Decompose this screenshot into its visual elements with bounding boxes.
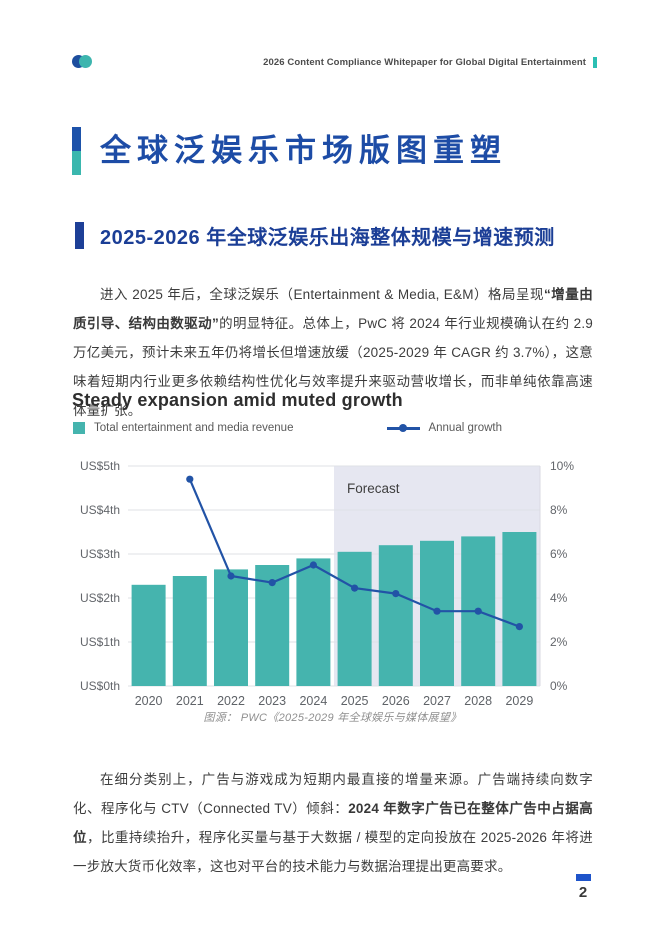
x-axis-label-2027: 2027 [423, 694, 451, 708]
x-axis-label-2025: 2025 [341, 694, 369, 708]
section-title: 2025-2026 年全球泛娱乐出海整体规模与增速预测 [100, 227, 555, 249]
paragraph-1: 进入 2025 年后，全球泛娱乐（Entertainment & Media, … [73, 280, 593, 425]
x-axis-label-2023: 2023 [258, 694, 286, 708]
x-axis-label-2021: 2021 [176, 694, 204, 708]
page-footer: 2 [572, 874, 594, 901]
left-axis-tick: US$4th [80, 503, 120, 517]
bar-2026 [378, 545, 413, 686]
chart-source-caption: 图源： PWC《2025-2029 年全球娱乐与媒体展望》 [203, 712, 462, 724]
p1-text-post: 的明显特征。总体上，PwC 将 2024 年行业规模确认在约 2.9 万亿美元，… [73, 315, 593, 418]
x-axis-label-2026: 2026 [382, 694, 410, 708]
p2-text-post: ，比重持续抬升，程序化买量与基于大数据 / 模型的定向投放在 2025-2026… [73, 829, 593, 874]
title-block: 全球泛娱乐市场版图重塑 [72, 127, 507, 175]
growth-point-2021 [186, 475, 194, 483]
right-axis-tick: 8% [550, 503, 568, 517]
revenue-growth-chart: US$0th 0% US$1th 2% US$2th 4% US$3th 6% US$4th 8%… [70, 450, 585, 716]
header-title: 2026 Content Compliance Whitepaper for G… [263, 56, 586, 68]
growth-point-2029 [515, 623, 523, 631]
growth-point-2028 [474, 607, 482, 615]
line-series-label: Annual growth [428, 422, 502, 434]
growth-point-2023 [268, 579, 276, 587]
growth-point-2026 [392, 590, 400, 598]
growth-point-2022 [227, 572, 235, 580]
right-axis-tick: 10% [550, 459, 574, 473]
page-header: 2026 Content Compliance Whitepaper for G… [72, 52, 597, 72]
bar-2024 [296, 558, 331, 686]
chart-svg: US$0th 0% US$1th 2% US$2th 4% US$3th 6% US$4th 8%… [80, 459, 574, 708]
header-accent-bar [593, 56, 597, 68]
logo-circle-teal [79, 55, 92, 68]
right-axis-tick: 4% [550, 591, 568, 605]
p1-text-bold: “增量由质引导、结构由数驱动” [73, 286, 593, 331]
chart-legend: Total entertainment and media revenue An… [73, 422, 502, 434]
left-axis-tick: US$1th [80, 635, 120, 649]
bar-series-label: Total entertainment and media revenue [94, 422, 294, 434]
growth-point-2027 [433, 607, 441, 615]
right-axis-tick: 2% [550, 635, 568, 649]
growth-point-2025 [351, 584, 359, 592]
chart-title: Steady expansion amid muted growth [72, 390, 403, 410]
page-number: 2 [578, 883, 588, 901]
page-title: 全球泛娱乐市场版图重塑 [100, 132, 507, 168]
paragraph-2: 在细分类别上，广告与游戏成为短期内最直接的增量来源。广告端持续向数字化、程序化与… [73, 765, 593, 881]
title-accent-teal [72, 151, 81, 175]
left-axis-tick: US$5th [80, 459, 120, 473]
p2-text-pre: 在细分类别上，广告与游戏成为短期内最直接的增量来源。广告端持续向数字化、程序化与… [73, 771, 593, 816]
bar-2029 [502, 532, 537, 686]
p1-text-pre: 进入 2025 年后，全球泛娱乐（Entertainment & Media, … [100, 286, 545, 302]
line-series-dot [399, 424, 408, 432]
header-right: 2026 Content Compliance Whitepaper for G… [263, 56, 597, 68]
x-axis-label-2029: 2029 [505, 694, 533, 708]
growth-point-2024 [309, 561, 317, 569]
x-axis-label-2020: 2020 [135, 694, 163, 708]
line-series-swatch-icon [387, 423, 421, 433]
left-axis-tick: US$3th [80, 547, 120, 561]
bar-2021 [172, 576, 207, 686]
bar-2025 [337, 551, 372, 686]
left-axis-tick: US$0th [80, 679, 120, 693]
footer-accent-bar [575, 874, 591, 881]
forecast-label: Forecast [347, 481, 400, 496]
bar-series-swatch-icon [73, 422, 85, 434]
title-accent-bar [72, 127, 81, 175]
left-axis-tick: US$2th [80, 591, 120, 605]
right-axis-tick: 6% [550, 547, 568, 561]
bar-2022 [214, 569, 248, 686]
title-accent-blue [72, 127, 81, 151]
right-axis-tick: 0% [550, 679, 568, 693]
x-axis-label-2024: 2024 [299, 694, 327, 708]
bar-2020 [131, 584, 166, 686]
p2-text-bold: 2024 年数字广告已在整体广告中占据高位 [73, 800, 593, 845]
section-accent-bar [75, 222, 84, 249]
x-axis-label-2022: 2022 [217, 694, 245, 708]
x-axis-label-2028: 2028 [464, 694, 492, 708]
section-heading: 2025-2026 年全球泛娱乐出海整体规模与增速预测 [75, 221, 555, 250]
brand-logo-icon [72, 55, 96, 69]
